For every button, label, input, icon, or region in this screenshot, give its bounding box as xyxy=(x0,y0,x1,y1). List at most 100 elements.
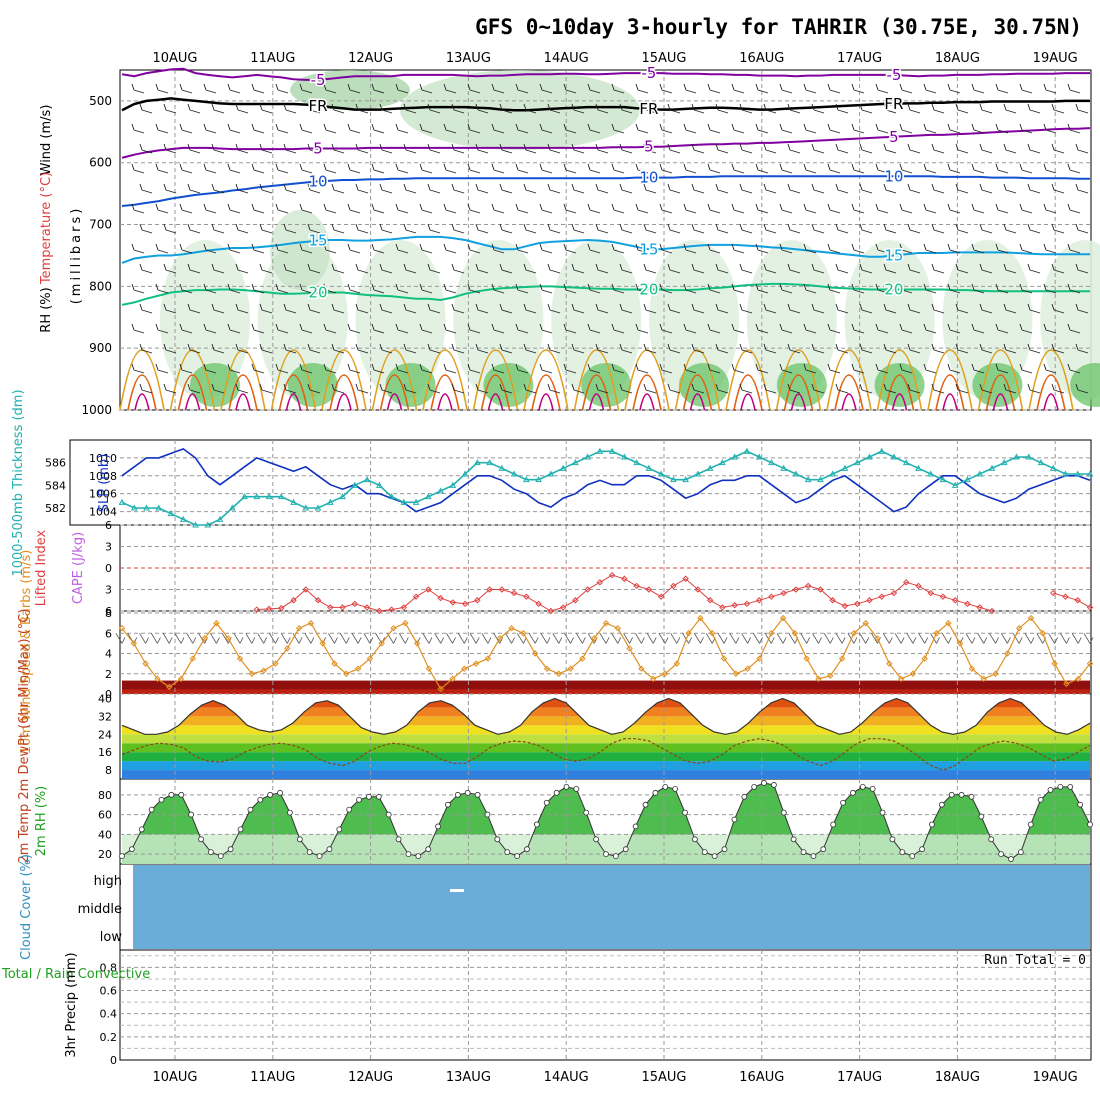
wind-point xyxy=(897,675,905,683)
thickness-point xyxy=(400,498,408,505)
thickness-point xyxy=(228,504,236,511)
wind-barb xyxy=(515,363,529,374)
wind-barb xyxy=(1043,163,1057,174)
wind-point xyxy=(685,630,692,637)
wind-barb xyxy=(283,303,297,314)
wind-barb xyxy=(571,303,585,314)
isotherm-30 xyxy=(733,374,763,411)
wind-barb xyxy=(971,83,985,94)
wind-barb xyxy=(731,283,745,294)
wind-point xyxy=(284,645,291,652)
wind-barb xyxy=(467,243,481,254)
surface-wind-barb xyxy=(398,633,409,644)
wind-barb xyxy=(187,383,201,394)
date-label-bottom: 18AUG xyxy=(935,1070,980,1085)
wind-point xyxy=(354,665,362,672)
thickness-point xyxy=(424,493,432,500)
wind-barb xyxy=(211,263,225,274)
isotherm-label: FR xyxy=(639,100,658,118)
wind-barb xyxy=(443,203,457,214)
wind-barb xyxy=(667,103,681,114)
temp-tick-label: 24 xyxy=(98,728,112,741)
wind-barb xyxy=(371,243,385,254)
thickness-point xyxy=(412,498,420,505)
thickness-point xyxy=(339,493,346,500)
wind-barb xyxy=(1067,203,1081,214)
wind-barb xyxy=(755,203,769,214)
wind-barb xyxy=(643,303,657,314)
wind-barb xyxy=(1075,103,1089,114)
isotherm-30 xyxy=(632,374,662,411)
thickness-point xyxy=(130,504,138,511)
wind-barb xyxy=(779,243,793,254)
surface-wind-barb xyxy=(859,633,870,644)
wind-barb xyxy=(547,263,561,274)
wind-barb xyxy=(539,283,553,294)
isotherm-35 xyxy=(891,393,908,411)
wind-point xyxy=(779,614,787,622)
date-label-bottom: 12AUG xyxy=(348,1070,393,1085)
temp-ylabel: 2m Temp 2m DewPt (6hr Min/Max) (°C) xyxy=(17,609,32,864)
rh2m-point xyxy=(366,793,372,800)
wind-barb xyxy=(275,283,289,294)
date-label-top: 13AUG xyxy=(446,51,491,66)
wind-barb xyxy=(635,163,649,174)
surface-wind-barb xyxy=(682,633,692,644)
wind-barb xyxy=(1051,383,1065,394)
wind-barb xyxy=(907,263,921,274)
wind-barb xyxy=(635,83,649,94)
wind-barb xyxy=(587,283,601,294)
wind-barb xyxy=(419,83,433,94)
wind-point xyxy=(673,660,681,667)
wind-barb xyxy=(515,323,529,334)
wind-point xyxy=(956,640,964,647)
wind-barb xyxy=(1003,343,1017,354)
thickness-point xyxy=(951,481,959,488)
wind-barb xyxy=(763,343,777,354)
isotherm-25 xyxy=(977,349,1024,411)
wind-barb xyxy=(763,303,777,314)
wind-barb xyxy=(283,103,297,114)
thickness-point xyxy=(731,453,739,460)
wind-barb xyxy=(323,123,337,134)
li-point xyxy=(388,606,395,613)
wind-barb xyxy=(1003,143,1017,154)
isotherm-25 xyxy=(472,349,519,411)
rh2m-point xyxy=(652,789,659,796)
isotherm-30 xyxy=(480,374,511,411)
rh2m-point xyxy=(405,851,412,858)
thickness-point xyxy=(608,447,616,454)
wind-barb xyxy=(755,123,769,134)
rh-shade-high xyxy=(1070,363,1100,407)
thickness-point xyxy=(976,470,984,477)
wind-point xyxy=(590,635,598,642)
wind-barb xyxy=(235,183,249,194)
wind-barb xyxy=(643,263,657,274)
wind-barb xyxy=(131,323,145,334)
wind-barb xyxy=(667,343,681,354)
wind-barb xyxy=(835,223,849,234)
thickness-tick-label: 582 xyxy=(45,502,66,515)
wind-barb xyxy=(307,343,321,354)
wind-barb xyxy=(875,243,889,254)
wind-barb xyxy=(187,143,201,154)
wind-barb xyxy=(403,303,417,314)
wind-barb xyxy=(379,143,393,154)
wind-barb xyxy=(827,283,841,294)
wind-barb xyxy=(755,323,769,334)
thickness-point xyxy=(878,447,886,454)
date-label-top: 14AUG xyxy=(544,51,589,66)
rh2m-point xyxy=(168,791,175,798)
rh-shade xyxy=(453,240,544,400)
wind-barb xyxy=(995,163,1009,174)
thickness-point xyxy=(939,476,947,483)
rh-shade xyxy=(355,240,446,400)
wind-barb xyxy=(779,83,793,94)
rh2m-point xyxy=(662,784,669,790)
wind-barb xyxy=(931,103,945,114)
wind-point xyxy=(579,655,586,662)
thickness-point xyxy=(596,447,604,454)
rh2m-point xyxy=(326,846,333,853)
wind-barb xyxy=(883,343,897,354)
surface-wind-barb xyxy=(694,633,704,644)
